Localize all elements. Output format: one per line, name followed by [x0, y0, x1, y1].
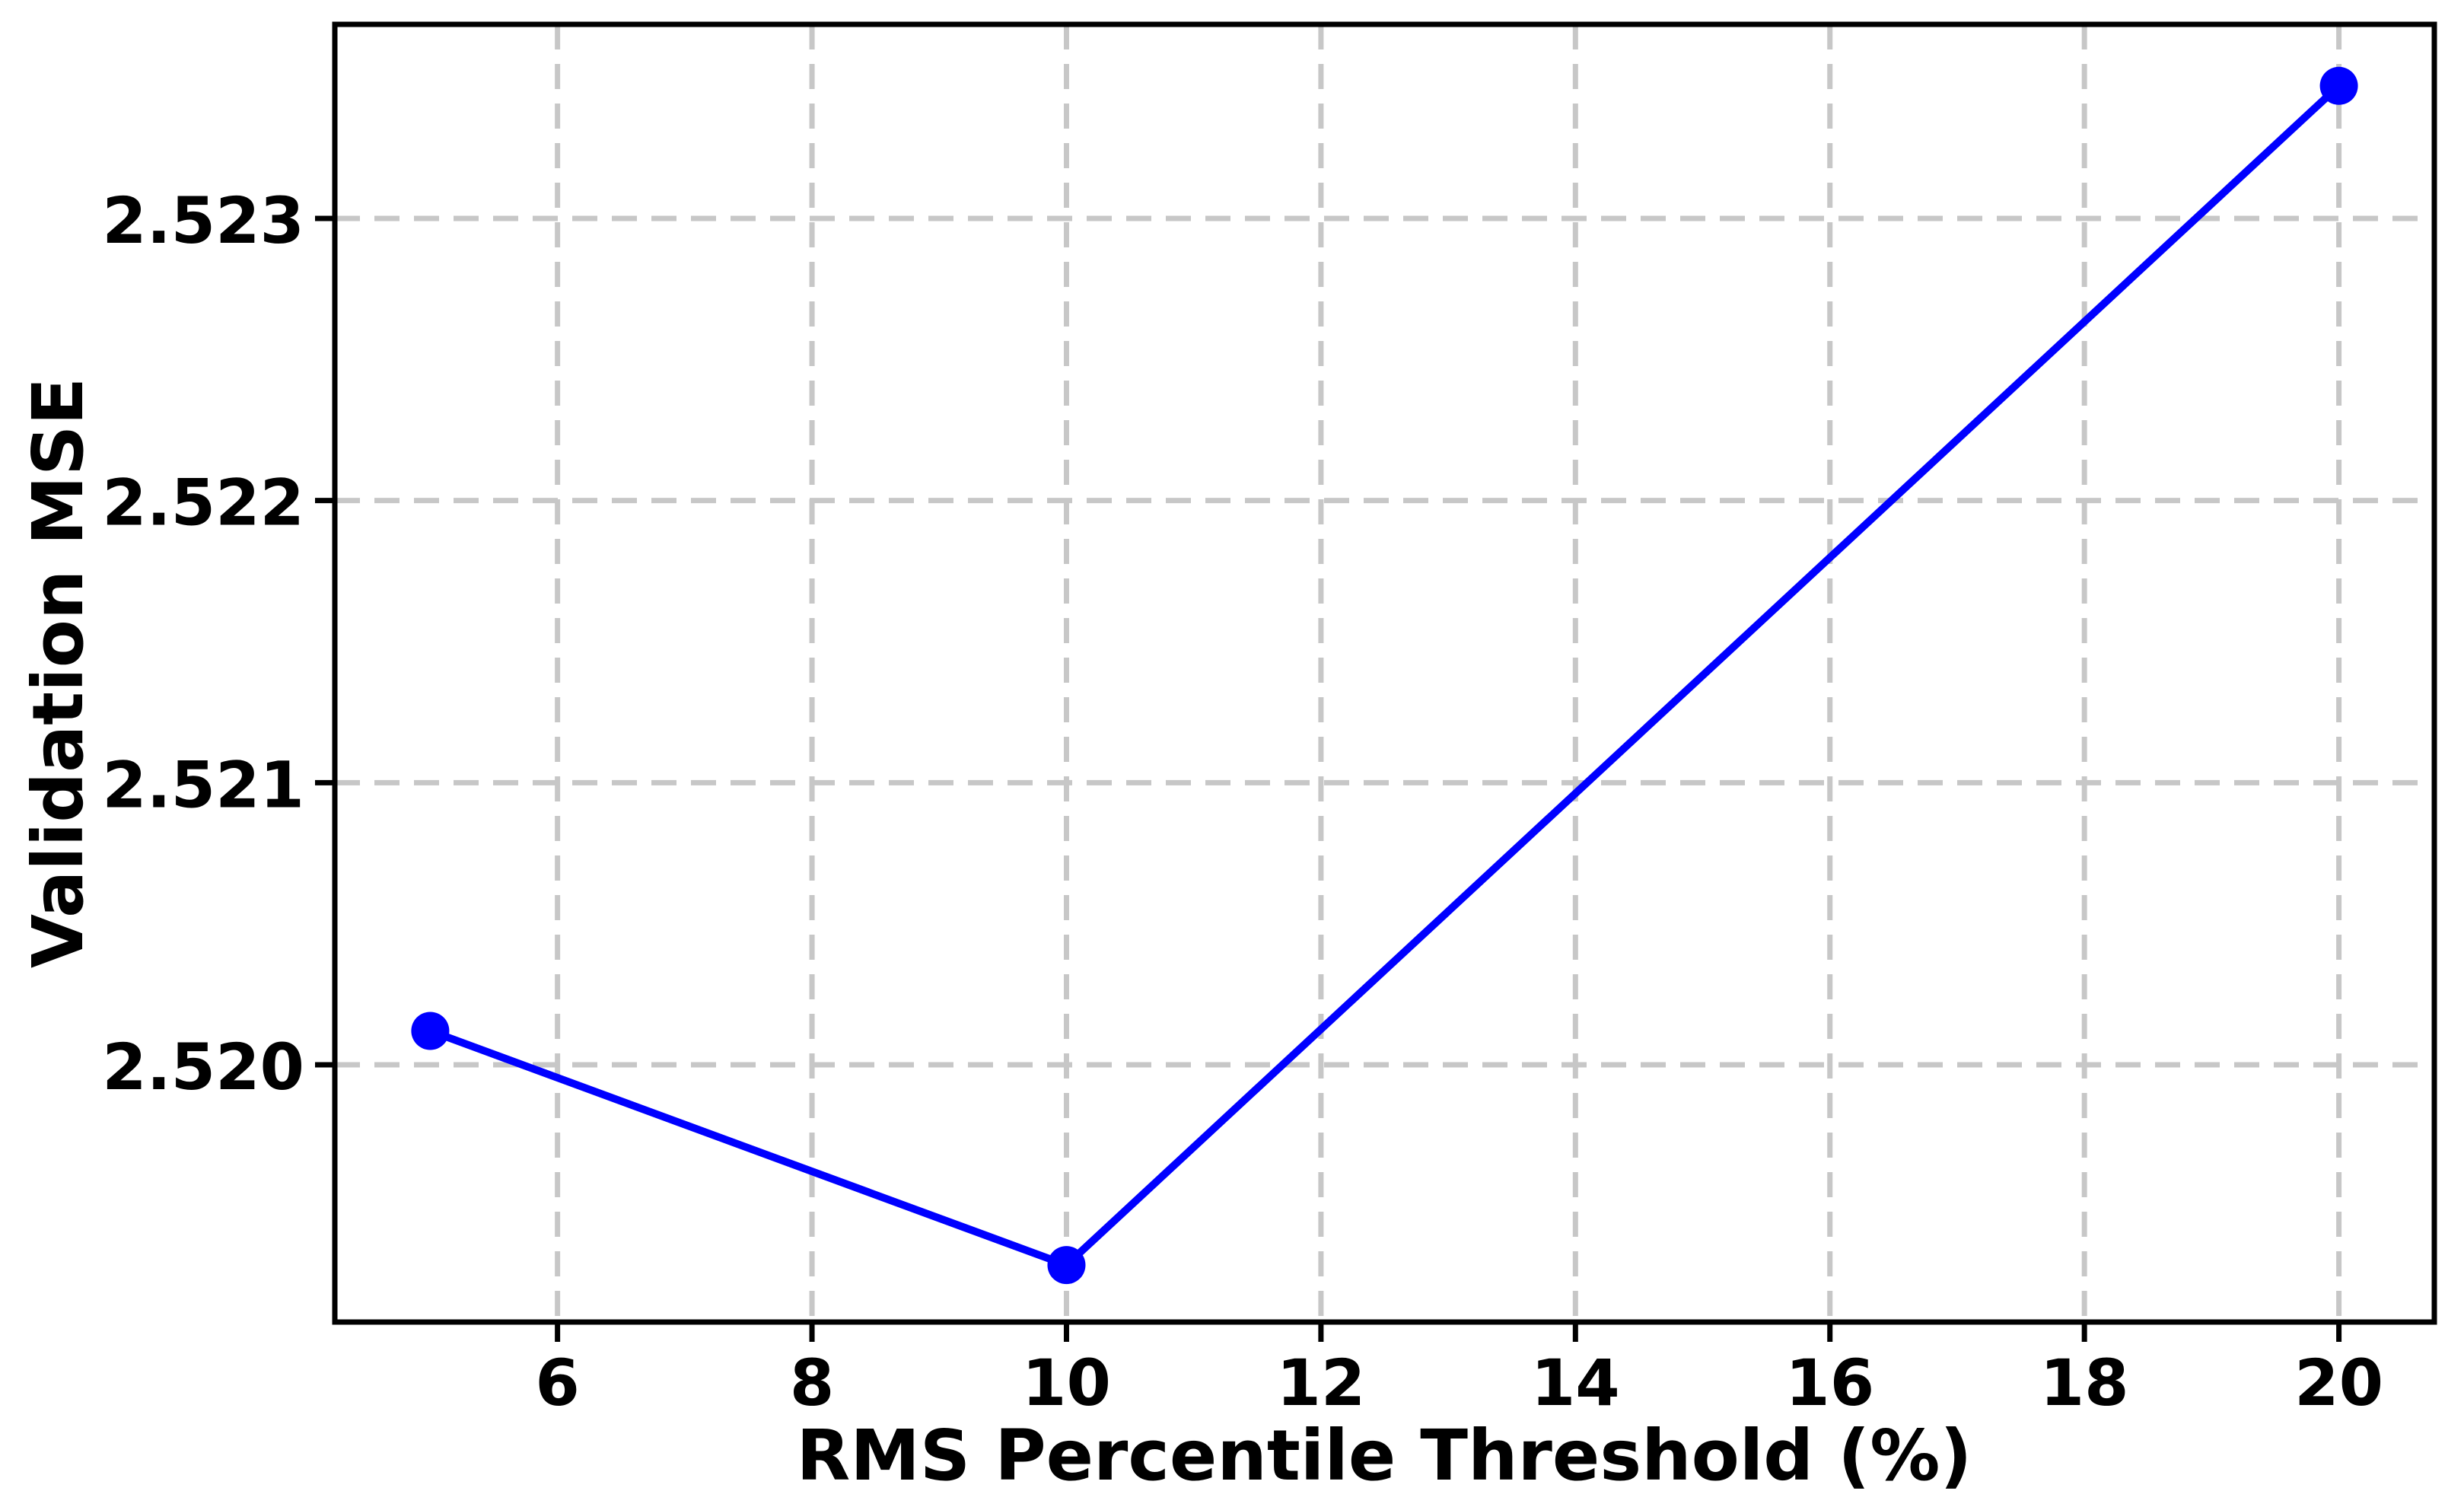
y-tick-label: 2.522 — [102, 466, 304, 540]
x-tick-label: 14 — [1531, 1346, 1620, 1420]
x-tick-label: 18 — [2040, 1346, 2129, 1420]
plot-border — [332, 21, 2437, 1325]
x-tick-label: 20 — [2294, 1346, 2383, 1420]
x-tick-label: 8 — [790, 1346, 834, 1420]
data-point-marker — [1047, 1246, 1086, 1285]
data-point-markers — [411, 66, 2358, 1285]
x-tick-label: 12 — [1276, 1346, 1365, 1420]
y-tick-label: 2.523 — [102, 183, 304, 258]
y-tick-label: 2.521 — [102, 747, 304, 822]
x-tick-labels: 6 8 10 12 14 16 18 20 — [535, 1346, 2383, 1420]
x-gridlines — [555, 24, 2342, 1322]
y-axis-label: Validation MSE — [18, 378, 99, 968]
y-tick-label: 2.520 — [102, 1030, 304, 1104]
series-line — [426, 81, 2343, 1270]
x-axis-label: RMS Percentile Threshold (%) — [797, 1415, 1972, 1496]
x-tick-label: 16 — [1785, 1346, 1874, 1420]
data-point-marker — [411, 1012, 450, 1050]
data-point-marker — [2319, 66, 2358, 105]
y-tick-labels: 2.520 2.521 2.522 2.523 — [102, 183, 304, 1104]
y-ticks — [315, 215, 335, 1068]
x-tick-label: 6 — [535, 1346, 579, 1420]
x-tick-label: 10 — [1022, 1346, 1111, 1420]
x-ticks — [555, 1322, 2342, 1342]
y-gridlines — [335, 215, 2434, 1068]
